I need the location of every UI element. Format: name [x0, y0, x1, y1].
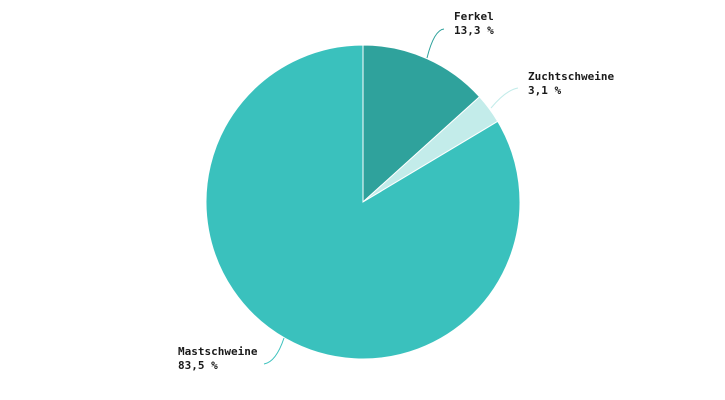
slice-label-name: Mastschweine [178, 345, 258, 358]
pie-slices [205, 44, 521, 360]
slice-label-value: 83,5 % [178, 359, 218, 372]
slice-label-name: Zuchtschweine [528, 70, 614, 83]
slice-label-value: 13,3 % [454, 24, 494, 37]
label-ferkel: Ferkel 13,3 % [454, 10, 494, 37]
label-zuchtschweine: Zuchtschweine 3,1 % [528, 70, 614, 97]
pie-slice-mastschweine [205, 44, 521, 360]
label-mastschweine: Mastschweine 83,5 % [178, 345, 258, 372]
leader-line-ferkel [426, 28, 445, 59]
pie-slice-ferkel [362, 44, 481, 204]
slice-label-value: 3,1 % [528, 84, 561, 97]
slice-label-name: Ferkel [454, 10, 494, 23]
leader-line-mastschweine [263, 337, 285, 365]
leader-line-zuchtschweine [490, 87, 519, 109]
